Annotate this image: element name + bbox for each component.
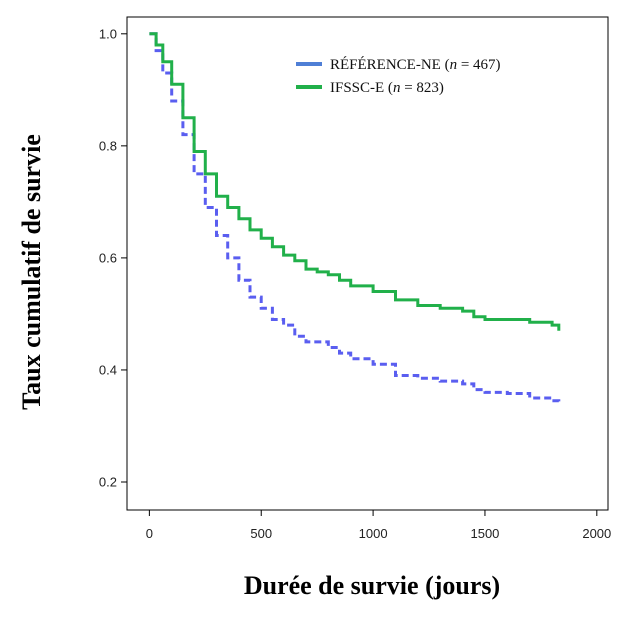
x-tick-label: 500 [250,526,272,541]
x-axis-title: Durée de survie (jours) [244,571,500,600]
y-axis-title: Taux cumulatif de survie [17,134,46,410]
x-tick-label: 1500 [470,526,499,541]
x-tick-label: 2000 [582,526,611,541]
y-tick-label: 0.4 [99,362,117,377]
x-axis-ticks: 0 500 1000 1500 2000 [146,510,611,541]
legend: RÉFÉRENCE-NE (n = 467) IFSSC-E (n = 823) [296,56,501,96]
x-tick-label: 0 [146,526,153,541]
y-axis-ticks: 0.2 0.4 0.6 0.8 1.0 [99,26,127,489]
series-lines [149,32,561,404]
legend-label-reference-ne: RÉFÉRENCE-NE (n = 467) [330,56,501,73]
y-tick-label: 0.6 [99,250,117,265]
x-tick-label: 1000 [359,526,388,541]
legend-label-ifssc-e: IFSSC-E (n = 823) [330,80,444,96]
y-tick-label: 0.2 [99,474,117,489]
series-line-reference-ne [149,32,561,404]
y-tick-label: 1.0 [99,26,117,41]
series-line-ifssc-e [149,32,561,331]
plot-frame [126,16,609,511]
y-tick-label: 0.8 [99,138,117,153]
